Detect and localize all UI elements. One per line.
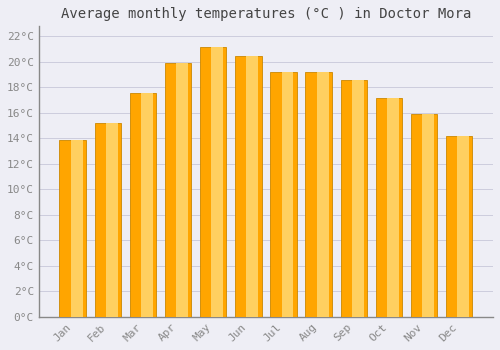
Bar <box>376 98 402 317</box>
Bar <box>282 72 294 317</box>
Bar <box>165 63 191 317</box>
Bar <box>141 92 153 317</box>
Bar <box>246 56 258 317</box>
Bar <box>352 80 364 317</box>
Bar <box>340 80 367 317</box>
Bar <box>316 72 328 317</box>
Bar <box>211 47 223 317</box>
Bar <box>94 123 121 317</box>
Bar <box>70 140 83 317</box>
Bar <box>446 136 472 317</box>
Bar <box>306 72 332 317</box>
Bar <box>130 92 156 317</box>
Bar <box>176 63 188 317</box>
Bar <box>387 98 399 317</box>
Bar <box>200 47 226 317</box>
Bar <box>422 114 434 317</box>
Bar <box>411 114 438 317</box>
Bar <box>106 123 118 317</box>
Bar <box>60 140 86 317</box>
Bar <box>235 56 262 317</box>
Bar <box>458 136 469 317</box>
Bar <box>270 72 296 317</box>
Title: Average monthly temperatures (°C ) in Doctor Mora: Average monthly temperatures (°C ) in Do… <box>60 7 471 21</box>
